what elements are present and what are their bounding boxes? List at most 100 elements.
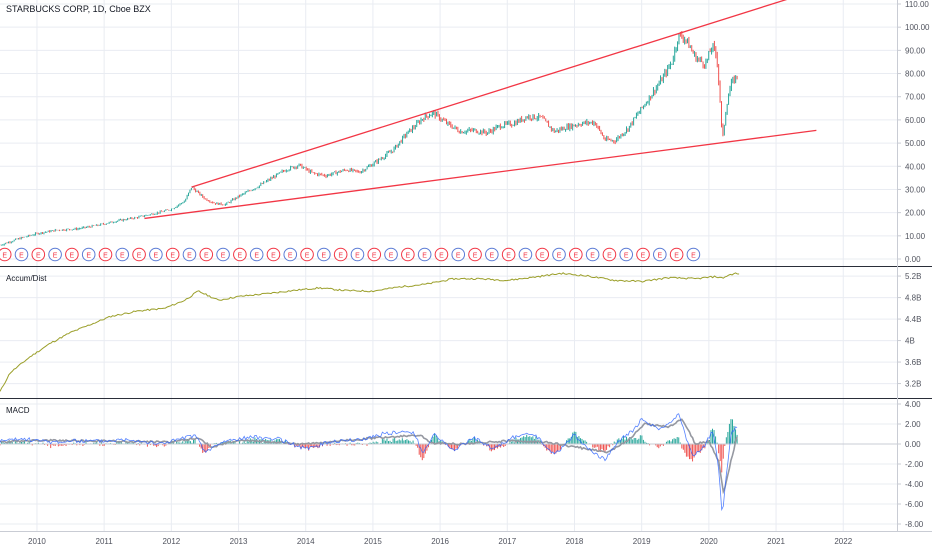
earnings-marker-circle[interactable]	[0, 247, 12, 262]
earnings-marker-label: E	[372, 253, 377, 260]
earnings-marker-circle[interactable]	[350, 247, 365, 262]
earnings-marker-circle[interactable]	[283, 247, 298, 262]
earnings-marker[interactable]: E	[602, 247, 617, 262]
earnings-marker[interactable]: E	[585, 247, 600, 262]
earnings-marker-circle[interactable]	[165, 247, 180, 262]
trendline-1[interactable]	[191, 0, 816, 188]
earnings-marker-circle[interactable]	[451, 247, 466, 262]
macd-pane[interactable]	[0, 413, 897, 512]
earnings-marker-circle[interactable]	[636, 247, 650, 262]
earnings-marker[interactable]: E	[199, 247, 214, 262]
earnings-marker-circle[interactable]	[384, 247, 398, 262]
earnings-marker-circle[interactable]	[417, 247, 432, 262]
price-pane[interactable]	[0, 0, 817, 246]
earnings-marker[interactable]: E	[367, 247, 382, 262]
earnings-marker[interactable]: E	[216, 247, 230, 262]
earnings-marker-circle[interactable]	[468, 247, 482, 262]
macd-line[interactable]	[0, 413, 738, 512]
earnings-marker[interactable]: E	[485, 247, 499, 262]
earnings-marker[interactable]: E	[182, 247, 197, 262]
earnings-marker-circle[interactable]	[199, 247, 214, 262]
earnings-marker-circle[interactable]	[653, 247, 667, 262]
trendline-2[interactable]	[144, 129, 817, 220]
earnings-marker-label: E	[657, 253, 662, 260]
earnings-marker-circle[interactable]	[81, 247, 96, 262]
earnings-marker-circle[interactable]	[249, 247, 264, 262]
earnings-marker[interactable]: E	[132, 247, 146, 262]
earnings-marker[interactable]: E	[48, 247, 62, 262]
earnings-marker[interactable]: E	[434, 247, 449, 262]
earnings-marker[interactable]: E	[233, 247, 247, 262]
earnings-marker-circle[interactable]	[233, 247, 247, 262]
earnings-marker-circle[interactable]	[569, 247, 583, 262]
earnings-marker[interactable]: E	[249, 247, 264, 262]
earnings-marker[interactable]: E	[619, 247, 634, 262]
earnings-marker[interactable]: E	[569, 247, 583, 262]
earnings-marker-circle[interactable]	[14, 247, 29, 262]
accum-dist-pane[interactable]	[0, 272, 740, 392]
earnings-marker-circle[interactable]	[501, 247, 516, 262]
earnings-marker[interactable]: E	[333, 247, 348, 262]
earnings-marker-circle[interactable]	[300, 247, 314, 262]
earnings-marker[interactable]: E	[417, 247, 432, 262]
earnings-marker[interactable]: E	[384, 247, 398, 262]
earnings-marker[interactable]: E	[14, 247, 29, 262]
earnings-marker-circle[interactable]	[552, 247, 566, 262]
price-tick-label: 110.00	[905, 0, 929, 9]
earnings-marker[interactable]: E	[81, 247, 96, 262]
earnings-marker-circle[interactable]	[518, 247, 533, 262]
earnings-marker[interactable]: E	[115, 247, 130, 262]
earnings-marker[interactable]: E	[518, 247, 533, 262]
earnings-marker-circle[interactable]	[216, 247, 230, 262]
earnings-marker[interactable]: E	[31, 247, 46, 262]
earnings-marker[interactable]: E	[149, 247, 163, 262]
earnings-marker[interactable]: E	[636, 247, 650, 262]
earnings-marker-circle[interactable]	[686, 247, 701, 262]
earnings-marker-circle[interactable]	[434, 247, 449, 262]
earnings-marker[interactable]: E	[98, 247, 113, 262]
earnings-marker[interactable]: E	[653, 247, 667, 262]
earnings-marker-circle[interactable]	[65, 247, 79, 262]
x-tick-label: 2015	[364, 537, 382, 546]
earnings-marker[interactable]: E	[535, 247, 550, 262]
earnings-marker[interactable]: E	[468, 247, 482, 262]
earnings-marker[interactable]: E	[451, 247, 466, 262]
earnings-marker[interactable]: E	[350, 247, 365, 262]
earnings-marker-label: E	[540, 253, 545, 260]
earnings-marker-circle[interactable]	[115, 247, 130, 262]
earnings-marker-circle[interactable]	[48, 247, 62, 262]
earnings-marker-circle[interactable]	[266, 247, 281, 262]
earnings-marker[interactable]: E	[0, 247, 12, 262]
earnings-marker-circle[interactable]	[367, 247, 382, 262]
earnings-marker[interactable]: E	[300, 247, 314, 262]
earnings-marker[interactable]: E	[317, 247, 331, 262]
earnings-marker-circle[interactable]	[31, 247, 46, 262]
earnings-marker-circle[interactable]	[401, 247, 415, 262]
pane-separators[interactable]	[0, 0, 932, 532]
earnings-marker[interactable]: E	[165, 247, 180, 262]
earnings-marker[interactable]: E	[65, 247, 79, 262]
earnings-marker-circle[interactable]	[149, 247, 163, 262]
earnings-marker-label: E	[288, 253, 293, 260]
earnings-marker[interactable]: E	[552, 247, 566, 262]
earnings-marker[interactable]: E	[669, 247, 684, 262]
earnings-marker-circle[interactable]	[182, 247, 197, 262]
earnings-marker[interactable]: E	[501, 247, 516, 262]
earnings-marker[interactable]: E	[401, 247, 415, 262]
earnings-marker[interactable]: E	[283, 247, 298, 262]
earnings-marker-circle[interactable]	[619, 247, 634, 262]
earnings-marker-circle[interactable]	[98, 247, 113, 262]
earnings-marker-circle[interactable]	[333, 247, 348, 262]
earnings-marker-circle[interactable]	[535, 247, 550, 262]
earnings-marker[interactable]: E	[686, 247, 701, 262]
earnings-marker-circle[interactable]	[132, 247, 146, 262]
accum-dist-line[interactable]	[0, 272, 740, 392]
earnings-marker-circle[interactable]	[602, 247, 617, 262]
earnings-marker-circle[interactable]	[585, 247, 600, 262]
earnings-marker-circle[interactable]	[317, 247, 331, 262]
earnings-marker-circle[interactable]	[669, 247, 684, 262]
earnings-marker-circle[interactable]	[485, 247, 499, 262]
earnings-marker[interactable]: E	[266, 247, 281, 262]
